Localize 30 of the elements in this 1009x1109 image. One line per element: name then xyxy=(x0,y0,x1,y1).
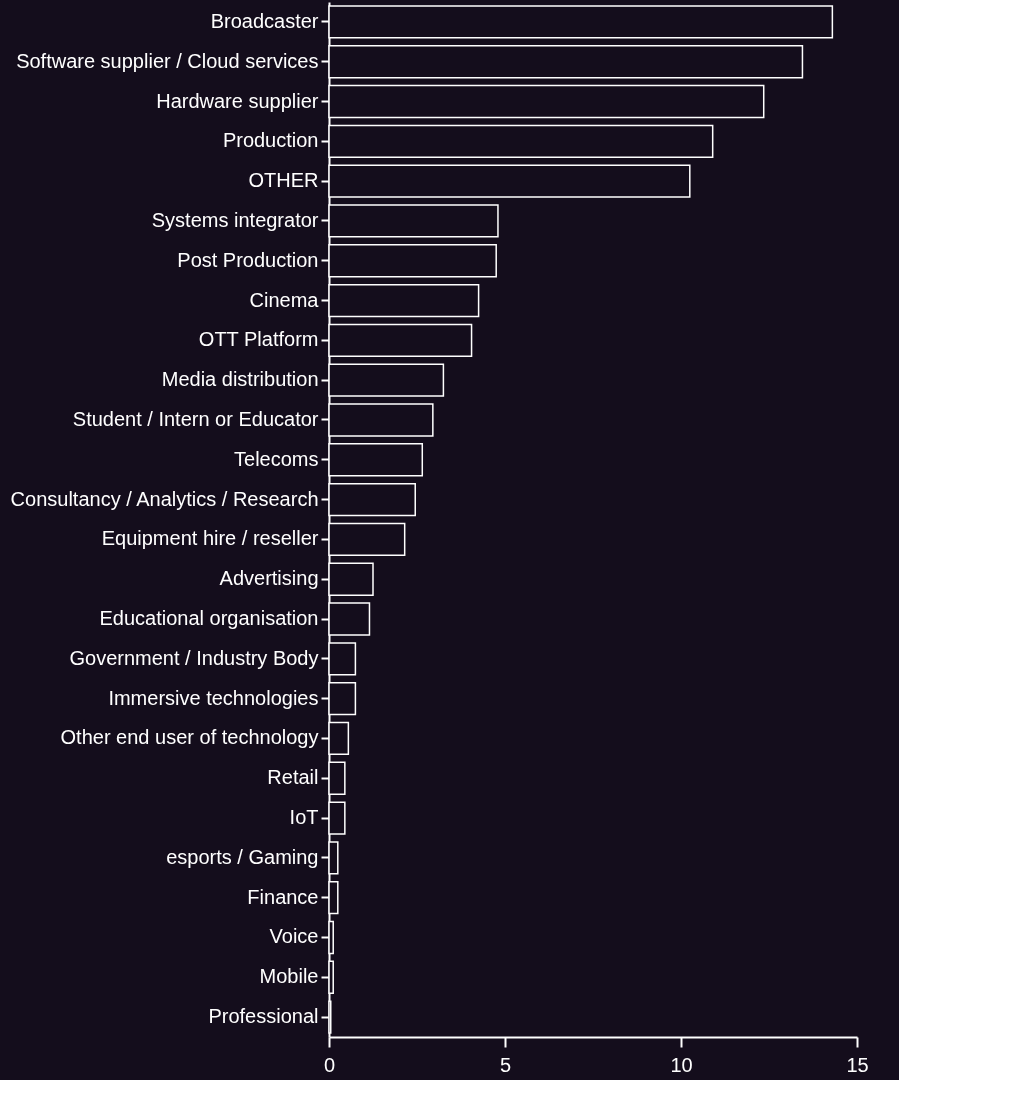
y-tick-label: OTHER xyxy=(248,169,319,192)
y-tick-label: Immersive technologies xyxy=(108,686,319,709)
y-tick-label: Voice xyxy=(269,925,319,948)
y-tick-label: Consultancy / Analytics / Research xyxy=(10,487,319,510)
x-tick-label: 15 xyxy=(846,1053,869,1076)
y-tick-label: OTT Platform xyxy=(198,328,319,351)
y-tick-label: Production xyxy=(222,129,319,152)
y-tick-label: IoT xyxy=(289,806,319,829)
y-tick-label: Cinema xyxy=(249,288,320,311)
y-tick-label: Equipment hire / reseller xyxy=(101,527,319,550)
y-tick-label: Government / Industry Body xyxy=(69,646,319,669)
y-tick-label: Mobile xyxy=(259,965,319,988)
y-tick-label: Software supplier / Cloud services xyxy=(16,49,319,72)
y-tick-label: Finance xyxy=(247,885,319,908)
y-tick-label: Retail xyxy=(267,766,319,789)
y-tick-label: Systems integrator xyxy=(151,208,319,231)
x-tick-label: 10 xyxy=(670,1053,693,1076)
x-tick-label: 5 xyxy=(499,1053,512,1076)
x-tick-label: 0 xyxy=(323,1053,336,1076)
y-tick-label: Other end user of technology xyxy=(60,726,319,749)
y-tick-label: Media distribution xyxy=(161,368,319,391)
y-tick-label: esports / Gaming xyxy=(166,845,319,868)
y-tick-label: Professional xyxy=(208,1005,319,1028)
y-tick-label: Educational organisation xyxy=(99,607,319,630)
y-tick-label: Post Production xyxy=(177,248,319,271)
y-tick-label: Telecoms xyxy=(234,447,319,470)
y-tick-label: Hardware supplier xyxy=(156,89,319,112)
y-tick-label: Broadcaster xyxy=(210,9,319,32)
y-tick-label: Advertising xyxy=(219,567,319,590)
y-tick-label: Student / Intern or Educator xyxy=(72,407,319,430)
